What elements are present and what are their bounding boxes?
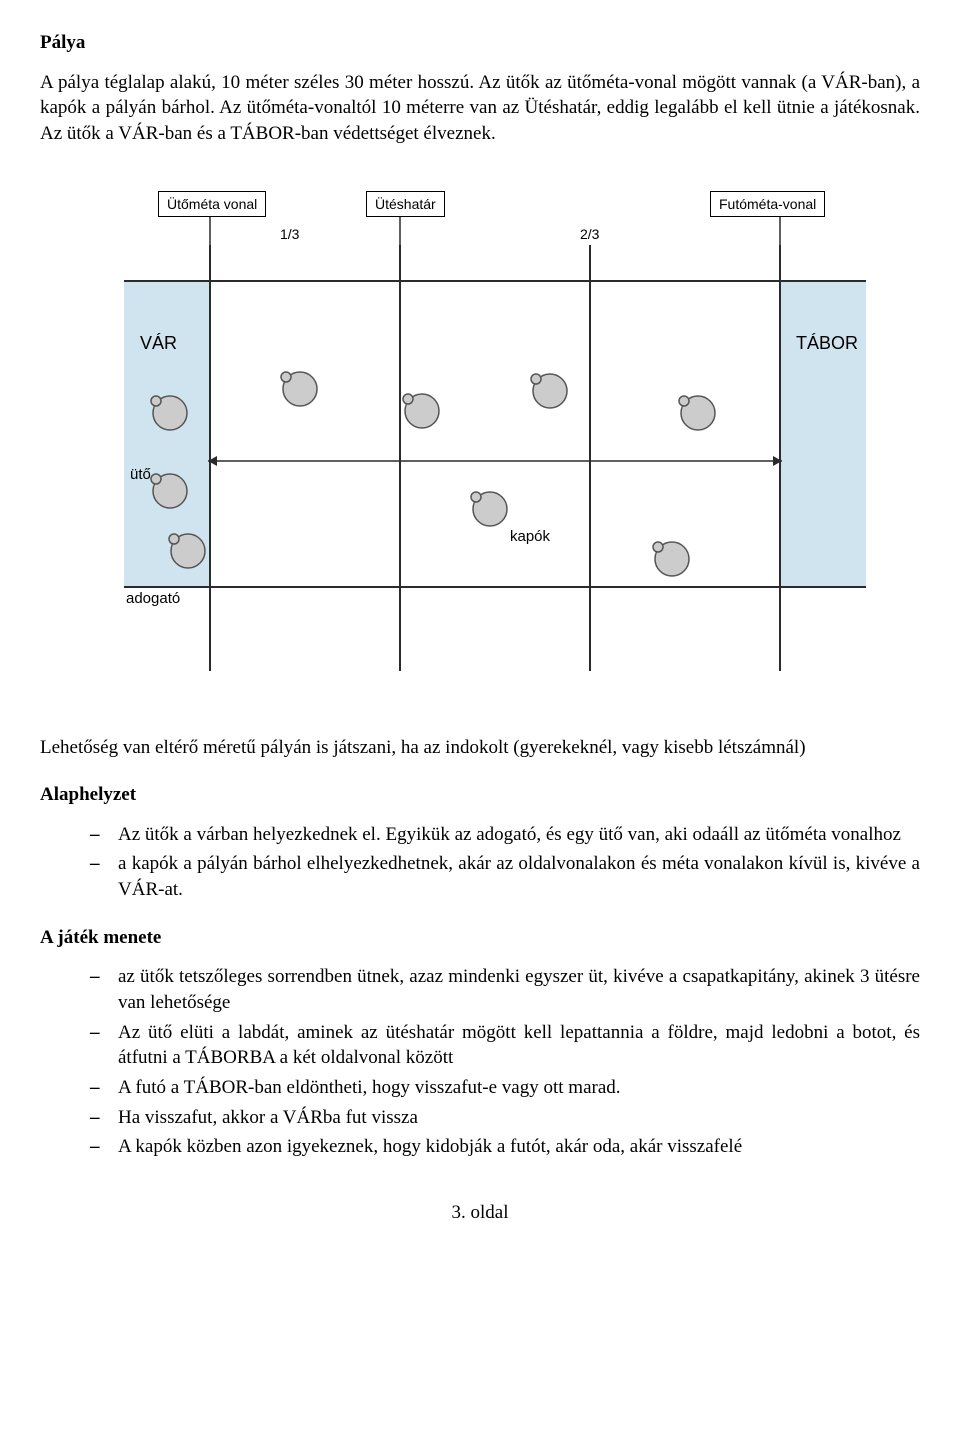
- menete-list: az ütők tetszőleges sorrendben ütnek, az…: [40, 964, 920, 1159]
- page-title: Pálya: [40, 30, 920, 56]
- alaphelyzet-list: Az ütők a várban helyezkednek el. Egyikü…: [40, 822, 920, 903]
- list-item: A kapók közben azon igyekeznek, hogy kid…: [90, 1134, 920, 1160]
- player-marker: [403, 394, 439, 428]
- post-diagram-paragraph: Lehetőség van eltérő méretű pályán is já…: [40, 735, 920, 761]
- list-item: Az ütők a várban helyezkednek el. Egyikü…: [90, 822, 920, 848]
- label-tabor: TÁBOR: [796, 331, 858, 355]
- label-futometa-vonal: Futóméta-vonal: [710, 191, 825, 218]
- player-marker: [531, 374, 567, 408]
- list-item: Az ütő elüti a labdát, aminek az ütéshat…: [90, 1020, 920, 1071]
- player-marker: [679, 396, 715, 430]
- label-uto: ütő: [130, 465, 151, 485]
- player-marker: [653, 542, 689, 576]
- list-item: az ütők tetszőleges sorrendben ütnek, az…: [90, 964, 920, 1015]
- player-marker: [471, 492, 507, 526]
- label-one-third: 1/3: [280, 225, 299, 244]
- list-item: A futó a TÁBOR-ban eldöntheti, hogy viss…: [90, 1075, 920, 1101]
- field-diagram: Ütőméta vonal Ütéshatár Futóméta-vonal 1/3 2…: [40, 181, 920, 701]
- intro-paragraph: A pálya téglalap alakú, 10 méter széles …: [40, 70, 920, 147]
- label-adogato: adogató: [126, 589, 180, 609]
- label-utometa-vonal: Ütőméta vonal: [158, 191, 266, 218]
- label-var: VÁR: [140, 331, 177, 355]
- label-uteshatar: Ütéshatár: [366, 191, 445, 218]
- page-footer: 3. oldal: [40, 1200, 920, 1226]
- list-item: a kapók a pályán bárhol elhelyezkedhetne…: [90, 851, 920, 902]
- field-svg: [70, 181, 890, 701]
- section-alaphelyzet-title: Alaphelyzet: [40, 782, 920, 808]
- label-two-thirds: 2/3: [580, 225, 599, 244]
- label-kapok: kapók: [510, 527, 550, 547]
- player-marker: [281, 372, 317, 406]
- section-menete-title: A játék menete: [40, 925, 920, 951]
- list-item: Ha visszafut, akkor a VÁRba fut vissza: [90, 1105, 920, 1131]
